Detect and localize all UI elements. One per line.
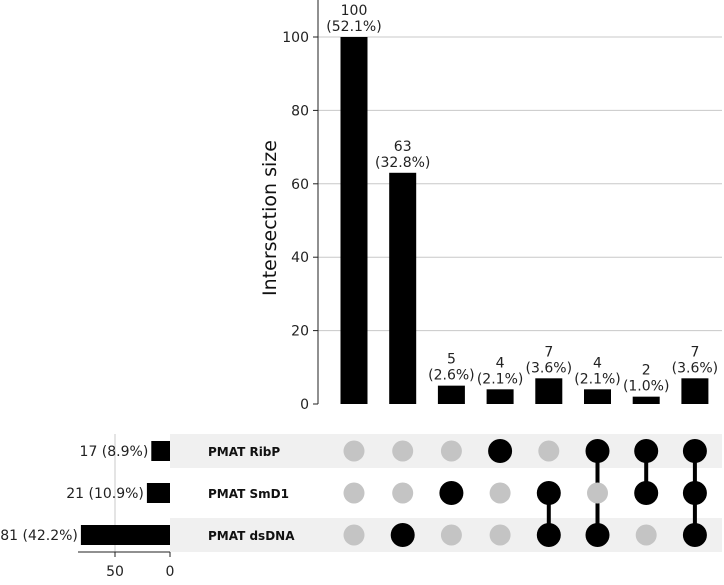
set-size-bars: 50 0 17 (8.9%) 21 (10.9%) 81 (42.2%) — [0, 434, 174, 580]
matrix-dot-filled — [634, 481, 659, 505]
bar-count-label: 7 — [690, 344, 699, 360]
y-axis: 0 20 40 60 80 100 — [282, 0, 319, 413]
intersection-bar — [632, 396, 660, 404]
bar-count-label: 100 — [341, 3, 368, 19]
matrix-dot-empty — [343, 440, 365, 462]
matrix-dot-filled — [585, 439, 610, 463]
bar-count-label: 7 — [544, 344, 553, 360]
y-tick-label: 40 — [291, 250, 309, 266]
matrix-dot-empty — [440, 440, 462, 462]
bar-count-label: 5 — [447, 352, 456, 368]
bar-count-label: 4 — [496, 355, 505, 371]
matrix-dot-empty — [343, 524, 365, 546]
bar-percent-label: (3.6%) — [526, 360, 573, 376]
intersection-bar — [535, 378, 563, 404]
bar-count-label: 2 — [642, 363, 651, 379]
bar-percent-label: (2.1%) — [574, 371, 621, 387]
matrix-dot-filled — [390, 523, 415, 547]
bar-value-labels: 100(52.1%)63(32.8%)5(2.6%)4(2.1%)7(3.6%)… — [326, 3, 718, 395]
matrix-dot-filled — [439, 481, 464, 505]
matrix-dot-filled — [488, 439, 513, 463]
matrix-dot-filled — [682, 481, 707, 505]
intersection-bar — [389, 172, 417, 404]
y-axis-label: Intersection size — [259, 140, 281, 296]
matrix-dot-filled — [536, 481, 561, 505]
matrix-dot-filled — [634, 439, 659, 463]
matrix-dot-empty — [392, 482, 414, 504]
bar-percent-label: (32.8%) — [375, 155, 430, 171]
intersection-bar — [584, 389, 611, 404]
set-size-bar — [146, 483, 170, 503]
intersection-bar — [681, 378, 709, 404]
matrix-dot-empty — [538, 440, 560, 462]
matrix-dot-filled — [682, 523, 707, 547]
matrix-dot-empty — [635, 524, 657, 546]
bar-percent-label: (1.0%) — [623, 379, 670, 395]
set-name-label: PMAT SmD1 — [208, 487, 289, 501]
set-size-tick-label: 50 — [106, 564, 124, 580]
y-tick-label: 60 — [291, 177, 309, 193]
bar-count-label: 4 — [593, 355, 602, 371]
bar-count-label: 63 — [394, 139, 412, 155]
intersection-bar — [437, 385, 465, 404]
matrix-dot-filled — [585, 523, 610, 547]
set-size-label: 81 (42.2%) — [0, 528, 78, 544]
y-tick-label: 20 — [291, 324, 309, 340]
set-size-label: 17 (8.9%) — [80, 444, 149, 460]
matrix-dot-empty — [392, 440, 414, 462]
bar-percent-label: (3.6%) — [672, 360, 719, 376]
set-size-bar — [80, 525, 170, 545]
set-names: PMAT RibP PMAT SmD1 PMAT dsDNA — [208, 445, 295, 543]
set-size-label: 21 (10.9%) — [66, 486, 144, 502]
bar-percent-label: (52.1%) — [326, 19, 381, 35]
matrix-dot-filled — [536, 523, 561, 547]
y-grid — [318, 36, 722, 332]
matrix-dot-empty — [587, 482, 608, 504]
matrix-dot-empty — [489, 482, 511, 504]
y-tick-label: 0 — [300, 397, 309, 413]
matrix-dot-empty — [440, 524, 462, 546]
y-tick-label: 80 — [291, 103, 309, 119]
intersection-bar — [340, 37, 368, 404]
set-name-label: PMAT dsDNA — [208, 529, 295, 543]
intersection-bars — [340, 37, 709, 404]
set-name-label: PMAT RibP — [208, 445, 280, 459]
bar-percent-label: (2.6%) — [428, 368, 475, 384]
set-size-tick-label: 0 — [166, 564, 175, 580]
y-tick-label: 100 — [282, 30, 309, 46]
set-size-bar — [151, 441, 170, 461]
matrix-dot-empty — [489, 524, 511, 546]
intersection-bar — [486, 389, 514, 404]
intersection-matrix — [343, 439, 707, 547]
bar-percent-label: (2.1%) — [477, 371, 524, 387]
matrix-dot-empty — [343, 482, 365, 504]
matrix-dot-filled — [682, 439, 707, 463]
